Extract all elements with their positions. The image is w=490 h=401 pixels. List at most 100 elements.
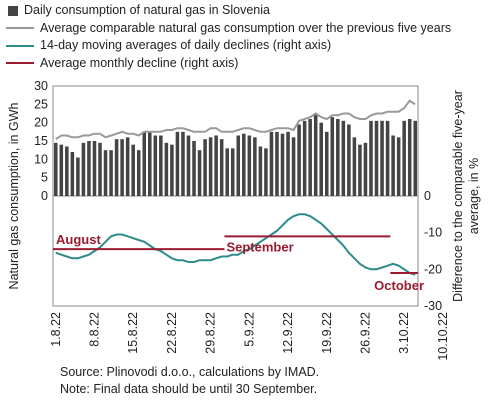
bar-daily-consumption — [120, 139, 124, 196]
bar-daily-consumption — [258, 146, 263, 196]
line-moving-average — [55, 213, 416, 276]
bar-daily-consumption — [164, 142, 169, 196]
bar-daily-consumption — [65, 146, 69, 196]
y-right-axis-title-line2: average, in % — [467, 158, 481, 234]
bar-daily-consumption — [407, 119, 412, 196]
x-tick-label: 12.9.22 — [281, 312, 295, 354]
bar-daily-consumption — [136, 150, 141, 196]
source-note: Source: Plinovodi d.o.o., calculations b… — [60, 365, 320, 379]
y-right-tick-label: -20 — [424, 262, 442, 276]
bar-daily-consumption — [341, 120, 346, 196]
legend: Daily consumption of natural gas in Slov… — [6, 2, 451, 72]
bar-daily-consumption — [181, 131, 185, 196]
bar-daily-consumption — [236, 135, 241, 196]
chart-footer: Source: Plinovodi d.o.o., calculations b… — [60, 364, 319, 398]
bar-daily-consumption — [186, 135, 191, 196]
bar-daily-consumption — [275, 131, 279, 196]
bar-daily-consumption — [109, 150, 113, 196]
bar-daily-consumption — [219, 139, 224, 196]
x-tick-label: 15.8.22 — [126, 312, 140, 354]
bar-daily-consumption — [87, 141, 91, 196]
bar-daily-consumption — [291, 137, 296, 196]
bar-daily-consumption — [70, 152, 75, 196]
bar-daily-consumption — [225, 148, 229, 196]
monthly-average-label: August — [56, 232, 101, 247]
bar-daily-consumption — [242, 133, 246, 196]
legend-label-monthly-decline: Average monthly decline (right axis) — [40, 55, 239, 70]
y-left-tick-label: 15 — [34, 134, 48, 148]
bar-daily-consumption — [131, 144, 135, 196]
x-tick-label: 8.8.22 — [87, 312, 101, 347]
x-tick-label: 3.10.22 — [397, 312, 411, 354]
bar-daily-consumption — [336, 119, 340, 196]
x-tick-label: 5.9.22 — [242, 312, 256, 347]
y-right-axis-title-line1: Difference to the comparable five-year — [451, 90, 465, 302]
y-left-tick-label: 25 — [34, 97, 48, 111]
x-tick-label: 1.8.22 — [49, 312, 63, 347]
legend-label-five-year-average: Average comparable natural gas consumpti… — [40, 20, 452, 35]
bar-daily-consumption — [319, 122, 323, 196]
bar-daily-consumption — [313, 113, 318, 196]
bar-daily-consumption — [203, 139, 207, 196]
y-right-tick-label: 0 — [424, 189, 431, 203]
bar-daily-consumption — [358, 144, 362, 196]
bar-daily-consumption — [76, 157, 80, 196]
bar-daily-consumption — [324, 131, 329, 196]
bar-daily-consumption — [208, 137, 213, 196]
x-tick-label: 22.8.22 — [165, 312, 179, 354]
bar-daily-consumption — [253, 137, 257, 196]
bar-daily-consumption — [214, 135, 218, 196]
bar-daily-consumption — [396, 137, 401, 196]
legend-item-daily-consumption: Daily consumption of natural gas in Slov… — [6, 2, 451, 20]
y-left-tick-label: 10 — [34, 152, 48, 166]
legend-item-monthly-decline: Average monthly decline (right axis) — [6, 55, 451, 73]
bar-daily-consumption — [369, 120, 373, 196]
bar-daily-consumption — [247, 135, 252, 196]
legend-item-moving-average: 14-day moving averages of daily declines… — [6, 37, 451, 55]
legend-swatch-monthly-decline — [6, 62, 34, 65]
bar-daily-consumption — [391, 135, 395, 196]
bar-daily-consumption — [380, 120, 384, 196]
x-tick-label: 29.8.22 — [204, 312, 218, 354]
monthly-average-label: October — [374, 278, 424, 293]
monthly-average-label: September — [226, 239, 293, 254]
y-right-tick-label: -30 — [424, 299, 442, 313]
bar-daily-consumption — [264, 148, 268, 196]
bar-daily-consumption — [385, 120, 390, 196]
bar-daily-consumption — [81, 142, 86, 196]
y-left-tick-label: 5 — [41, 171, 48, 185]
x-tick-label: 19.9.22 — [320, 312, 334, 354]
bar-daily-consumption — [230, 148, 235, 196]
bar-daily-consumption — [286, 131, 290, 196]
bar-daily-consumption — [330, 117, 335, 196]
bar-daily-consumption — [192, 141, 196, 196]
legend-label-daily-consumption: Daily consumption of natural gas in Slov… — [24, 3, 270, 17]
bar-daily-consumption — [114, 139, 119, 196]
bar-daily-consumption — [297, 124, 301, 196]
bar-daily-consumption — [363, 142, 368, 196]
bar-daily-consumption — [302, 120, 307, 196]
y-right-tick-label: -10 — [424, 226, 442, 240]
bar-daily-consumption — [53, 142, 58, 196]
final-data-note: Note: Final data should be until 30 Sept… — [60, 382, 318, 396]
bar-daily-consumption — [159, 135, 163, 196]
x-tick-label: 26.9.22 — [358, 312, 372, 354]
bar-daily-consumption — [374, 120, 379, 196]
bar-daily-consumption — [59, 144, 64, 196]
legend-item-five-year-average: Average comparable natural gas consumpti… — [6, 20, 451, 38]
bar-daily-consumption — [148, 131, 152, 196]
bar-daily-consumption — [280, 133, 285, 196]
x-tick-label: 10.10.22 — [436, 312, 450, 361]
bar-daily-consumption — [98, 142, 102, 196]
bar-daily-consumption — [170, 144, 174, 196]
y-left-tick-label: 0 — [41, 189, 48, 203]
legend-swatch-five-year-average — [6, 27, 34, 30]
bar-daily-consumption — [352, 137, 357, 196]
y-left-axis-title: Natural gas consumption, in GWh — [7, 103, 21, 290]
bar-daily-consumption — [153, 135, 158, 196]
legend-label-moving-average: 14-day moving averages of daily declines… — [40, 38, 332, 52]
bar-daily-consumption — [269, 131, 274, 196]
y-left-tick-label: 20 — [34, 116, 48, 130]
legend-swatch-moving-average — [6, 44, 34, 47]
